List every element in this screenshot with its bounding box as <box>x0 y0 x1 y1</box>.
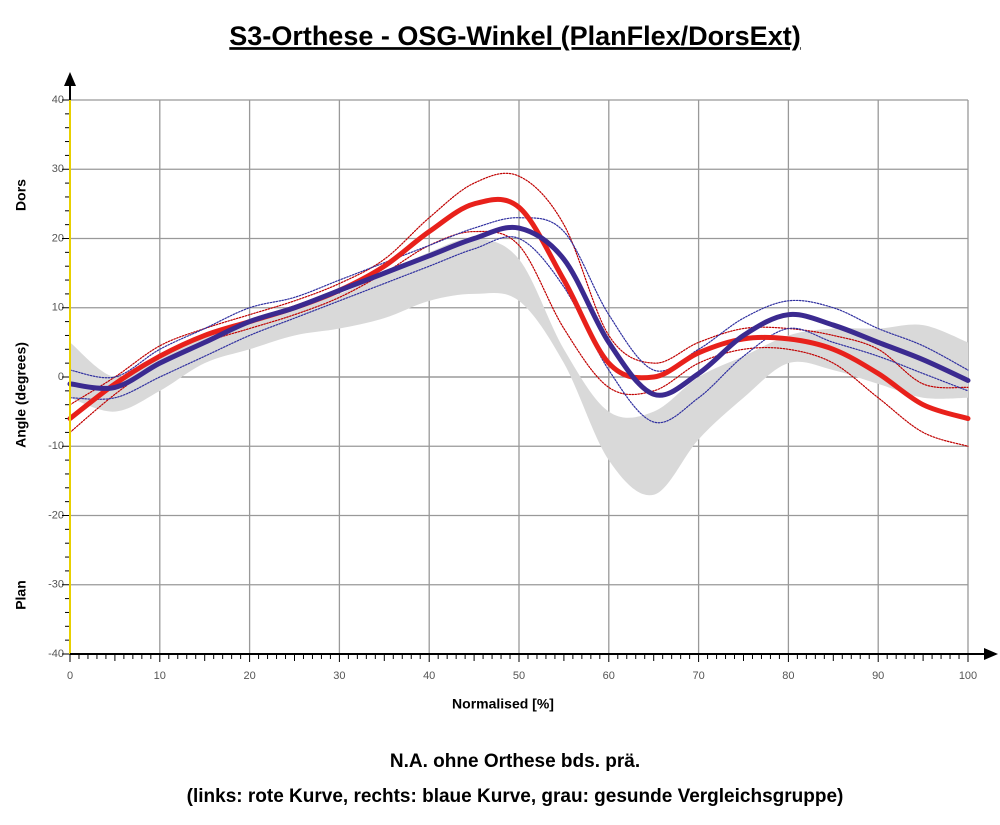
x-tick-label: 80 <box>782 670 794 682</box>
sd-line <box>69 217 969 379</box>
y-axis-arrow <box>64 72 76 86</box>
sd-line <box>69 172 969 406</box>
x-tick-label: 10 <box>154 670 166 682</box>
x-tick-label: 40 <box>423 670 435 682</box>
x-axis-label: Normalised [%] <box>452 696 554 712</box>
y-tick-label: 10 <box>52 302 64 314</box>
x-tick-label: 30 <box>333 670 345 682</box>
x-tick-label: 20 <box>243 670 255 682</box>
caption: N.A. ohne Orthese bds. prä. <box>390 751 640 772</box>
y-tick-label: 0 <box>58 371 64 383</box>
mean-line <box>67 224 971 398</box>
caption: (links: rote Kurve, rechts: blaue Kurve,… <box>187 786 844 807</box>
x-axis-arrow <box>984 648 998 660</box>
y-tick-label: 30 <box>52 163 64 175</box>
sd-line <box>69 236 969 424</box>
mean-line <box>67 196 971 422</box>
x-tick-label: 100 <box>959 670 977 682</box>
x-tick-label: 70 <box>692 670 704 682</box>
y-tick-label: -40 <box>48 648 64 660</box>
y-tick-label: 20 <box>52 232 64 244</box>
x-tick-label: 0 <box>67 670 73 682</box>
x-tick-label: 90 <box>872 670 884 682</box>
y-axis-label: Angle (degrees) <box>13 342 29 448</box>
chart-title: S3-Orthese - OSG-Winkel (PlanFlex/DorsEx… <box>229 21 800 51</box>
y-bottom-label: Plan <box>13 580 29 610</box>
y-tick-label: -30 <box>48 579 64 591</box>
y-tick-label: -10 <box>48 440 64 452</box>
y-tick-label: 40 <box>52 94 64 106</box>
x-tick-label: 50 <box>513 670 525 682</box>
x-tick-label: 60 <box>603 670 615 682</box>
y-tick-label: -20 <box>48 509 64 521</box>
y-top-label: Dors <box>13 179 29 211</box>
norm-band <box>70 238 968 496</box>
